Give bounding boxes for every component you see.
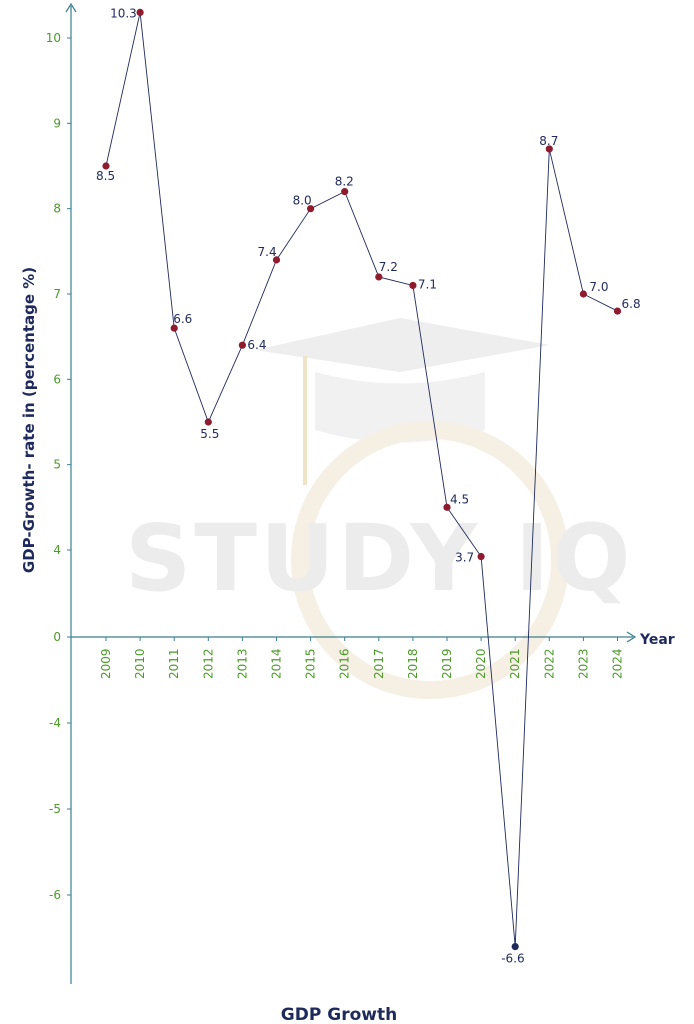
data-label: 10.3: [110, 6, 137, 20]
axes: [65, 2, 637, 984]
y-tick-label: -5: [49, 802, 61, 816]
y-tick-label: -4: [49, 716, 61, 730]
x-tick-label: 2015: [304, 648, 318, 679]
data-label: 6.6: [173, 312, 192, 326]
data-label: 6.4: [247, 338, 266, 352]
x-tick-label: 2011: [167, 648, 181, 679]
data-label: 7.4: [258, 245, 277, 259]
data-point: [375, 273, 383, 281]
data-point: [272, 256, 281, 264]
x-tick-label: 2018: [406, 648, 420, 679]
y-tick-label: 6: [53, 372, 61, 386]
y-tick-label: 0: [53, 630, 61, 644]
data-point: [579, 290, 588, 298]
data-label: 8.2: [335, 175, 354, 189]
data-label: 8.5: [96, 169, 115, 183]
data-point: [443, 503, 451, 511]
x-tick-label: 2022: [542, 648, 556, 679]
x-tick-label: 2019: [440, 648, 454, 679]
y-axis-arrow-icon: [65, 2, 77, 13]
x-tick-label: 2013: [235, 648, 249, 679]
data-label: 7.2: [379, 260, 398, 274]
data-label: 8.7: [539, 134, 558, 148]
data-label: 3.7: [455, 551, 474, 565]
x-tick-label: 2009: [99, 648, 113, 679]
x-axis-arrow-icon: [626, 631, 637, 643]
data-point: [341, 188, 349, 196]
data-point: [204, 418, 212, 426]
watermark: STUDY IQ: [125, 318, 633, 699]
x-tick-label: 2010: [133, 648, 147, 679]
y-tick-label: -6: [49, 888, 61, 902]
tick-labels: 10 9 8 7 6 5 4 0 -4 -5 -6 2009 2010 2011 2012 2013 2014 2…: [46, 31, 625, 902]
y-tick-label: 7: [53, 287, 61, 301]
data-label: 8.0: [293, 194, 312, 208]
data-point: [409, 281, 417, 290]
x-tick-label: 2021: [508, 648, 522, 679]
x-tick-label: 2016: [338, 648, 352, 679]
x-tick-label: 2014: [270, 648, 284, 679]
x-tick-label: 2017: [372, 648, 386, 679]
data-point: [613, 307, 622, 315]
series-line: [105, 12, 618, 947]
x-tick-label: 2020: [474, 648, 488, 679]
watermark-text: STUDY IQ: [125, 505, 633, 612]
data-labels: 8.5 10.3 6.6 5.5 6.4 7.4 8.0 8.2 7.2 7.1 4.5 3.7 -6.…: [96, 6, 641, 965]
x-tick-label: 2012: [201, 648, 215, 679]
x-axis-title: Year: [639, 632, 675, 648]
data-label: 7.0: [589, 280, 608, 294]
data-label: 6.8: [622, 297, 641, 311]
y-tick-label: 4: [53, 543, 61, 557]
series-polyline: [105, 12, 618, 947]
data-point: [170, 324, 178, 332]
x-tick-label: 2023: [576, 648, 590, 679]
y-axis-title: GDP-Growth- rate in (percentage %): [20, 267, 38, 573]
x-tick-label: 2024: [611, 648, 625, 679]
data-label: -6.6: [501, 952, 524, 966]
y-tick-label: 9: [53, 116, 61, 130]
data-point: [307, 205, 315, 213]
data-point: [102, 162, 110, 170]
y-tick-label: 5: [53, 458, 61, 472]
y-tick-label: 8: [53, 202, 61, 216]
data-point: [511, 943, 519, 951]
data-label: 7.1: [418, 277, 437, 291]
data-point: [238, 341, 246, 349]
data-point: [136, 8, 144, 16]
data-points: [102, 8, 622, 951]
data-point: [477, 552, 485, 561]
data-label: 5.5: [200, 427, 219, 441]
watermark-ring: [291, 421, 569, 699]
watermark-cap-icon: [255, 318, 550, 372]
data-label: 4.5: [450, 492, 469, 506]
chart-title: GDP Growth: [281, 1005, 397, 1024]
data-point: [545, 145, 553, 153]
y-tick-label: 10: [46, 31, 61, 45]
